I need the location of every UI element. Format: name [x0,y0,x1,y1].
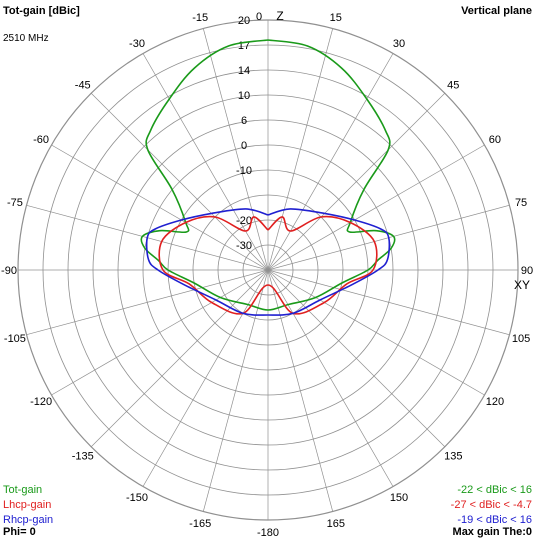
legend-lhcp-range: -27 < dBic < -4.7 [450,499,532,511]
angle-tick-label: 60 [489,134,501,146]
phi-label: Phi= 0 [3,526,36,538]
legend-lhcp-name: Lhcp-gain [3,499,52,511]
angle-tick-label: -165 [189,518,211,530]
legend-tot-name: Tot-gain [3,484,43,496]
chart-title: Tot-gain [dBic] [3,5,80,17]
grid-spoke [267,53,394,271]
grid-spoke [202,28,269,271]
radial-tick-label: 6 [241,115,247,127]
angle-tick-label: 75 [515,197,527,209]
grid-spoke [202,269,269,512]
angle-tick-label: 135 [444,450,462,462]
grid-spoke [267,269,394,487]
grid-spoke [51,269,269,396]
grid-spoke [90,92,269,271]
radial-tick-label: -30 [236,240,252,252]
grid-spoke [51,144,269,271]
grid-spoke [267,28,334,271]
lhcp-gain-series [158,215,378,315]
grid-spoke [267,269,446,448]
grid-spoke [267,269,510,336]
angle-tick-label: -135 [72,450,94,462]
plane-label: Vertical plane [461,5,532,17]
grid-spoke [267,269,485,396]
angle-tick-label: 45 [447,80,459,92]
legend-rhcp-name: Rhcp-gain [3,514,54,526]
angle-tick-label: -75 [7,197,23,209]
rhcp-gain-series [145,208,391,316]
grid-spoke [267,92,446,271]
angle-tick-label: -15 [192,12,208,24]
grid-spoke [267,144,485,271]
grid-spoke [142,269,269,487]
grid-spoke [142,53,269,271]
radial-tick-label: 0 [241,140,247,152]
angle-tick-label: 15 [330,12,342,24]
angle-tick-label: -120 [30,396,52,408]
grid-spoke [90,269,269,448]
angle-tick-label: 150 [390,492,408,504]
grid-spoke [26,269,269,336]
radial-tick-label: 14 [238,65,250,77]
radial-tick-label: -20 [236,215,252,227]
radial-tick-label: 10 [238,90,250,102]
radial-tick-label: -10 [236,165,252,177]
angle-tick-label: -105 [4,333,26,345]
angle-tick-label: 90 [521,265,533,277]
angle-tick-label: 105 [512,333,530,345]
legend-tot-range: -22 < dBic < 16 [457,484,532,496]
legend-rhcp-range: -19 < dBic < 16 [457,514,532,526]
max-gain-label: Max gain The:0 [452,526,532,538]
tot-gain-series [140,39,396,311]
xy-axis-label: XY [514,278,530,292]
radial-tick-label: 20 [238,15,250,27]
angle-tick-label: 165 [327,518,345,530]
angle-tick-label: -45 [75,80,91,92]
angle-tick-label: -90 [1,265,17,277]
angle-tick-label: 120 [486,396,504,408]
angle-tick-label: -150 [126,492,148,504]
angle-tick-label: -60 [33,134,49,146]
angle-tick-label: -180 [257,527,279,539]
angle-tick-label: 0 [256,11,262,23]
angle-tick-label: -30 [129,38,145,50]
frequency-label: 2510 MHz [3,33,49,44]
angle-tick-label: 30 [393,38,405,50]
z-axis-label: Z [276,9,283,23]
grid-spoke [267,269,334,512]
